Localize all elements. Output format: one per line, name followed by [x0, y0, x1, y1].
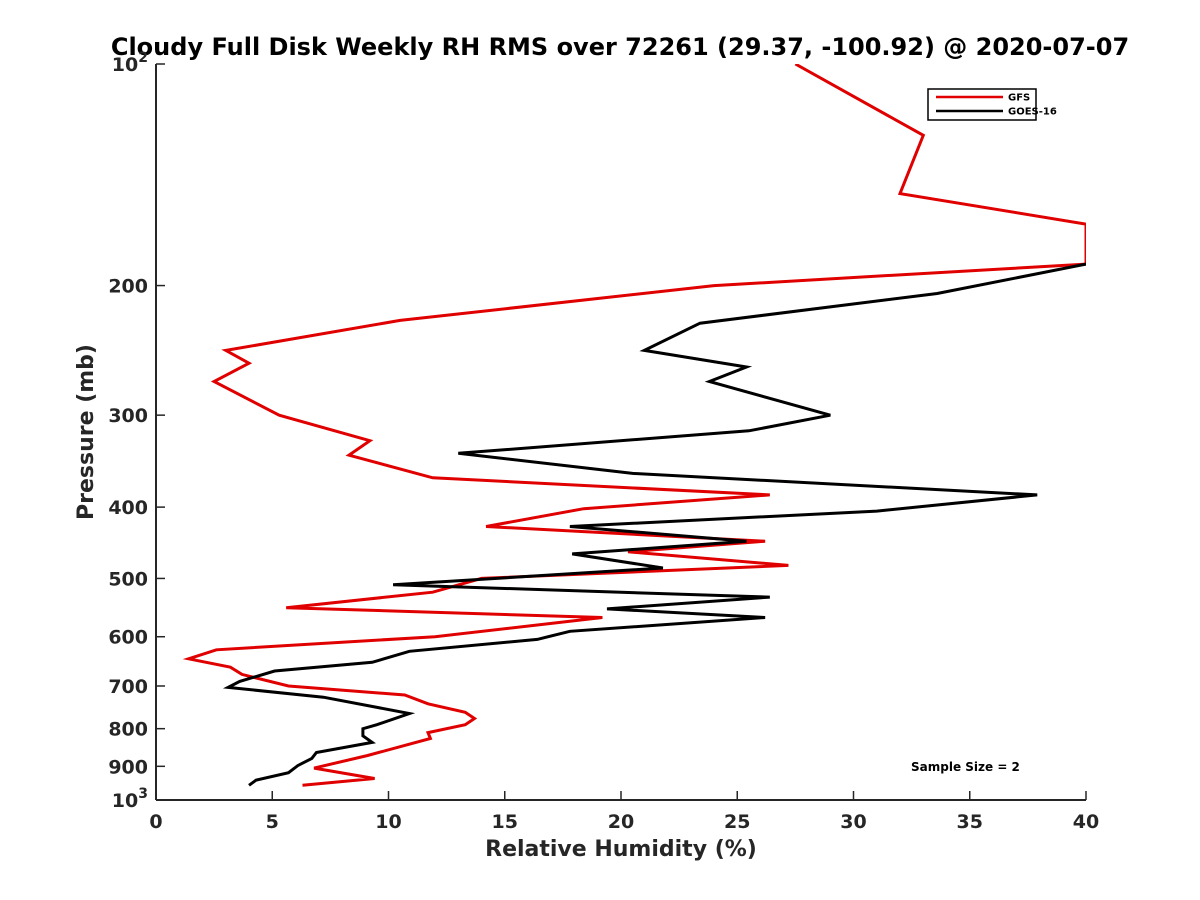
x-axis-label: Relative Humidity (%): [485, 837, 757, 862]
y-tick-label: 400: [108, 497, 148, 519]
legend-label-goes-16: GOES-16: [1008, 107, 1057, 118]
x-tick-label: 35: [957, 811, 983, 833]
plot-area: 0 5 10 15 20 25 30 35 40 102 200 300 400 500 600 700 80…: [108, 50, 1099, 833]
x-tick-label: 30: [840, 811, 866, 833]
y-tick-label: 200: [108, 276, 148, 298]
x-tick-label: 15: [492, 811, 518, 833]
legend-box: [927, 88, 1037, 121]
chart-title: Cloudy Full Disk Weekly RH RMS over 7226…: [111, 33, 1129, 61]
y-tick-label: 500: [108, 568, 148, 590]
y-tick-label: 300: [108, 405, 148, 427]
x-tick-label: 10: [375, 811, 401, 833]
series-line-goes-16: [222, 262, 1086, 787]
series-layer: [182, 64, 1086, 787]
y-tick-label: 600: [108, 627, 148, 649]
x-tick-label: 20: [608, 811, 634, 833]
x-tick-label: 25: [724, 811, 750, 833]
legend: GFS GOES-16: [927, 88, 1057, 121]
legend-label-gfs: GFS: [1008, 93, 1030, 104]
x-ticks: 0 5 10 15 20 25 30 35 40: [149, 791, 1099, 833]
y-tick-label: 900: [108, 756, 148, 778]
y-axis-label: Pressure (mb): [74, 344, 99, 520]
x-tick-label: 40: [1073, 811, 1099, 833]
y-tick-label: 800: [108, 719, 148, 741]
x-tick-label: 0: [149, 811, 162, 833]
y-tick-label: 102: [112, 50, 148, 76]
x-tick-label: 5: [266, 811, 279, 833]
sample-size-annotation: Sample Size = 2: [911, 760, 1020, 774]
y-tick-label: 700: [108, 676, 148, 698]
